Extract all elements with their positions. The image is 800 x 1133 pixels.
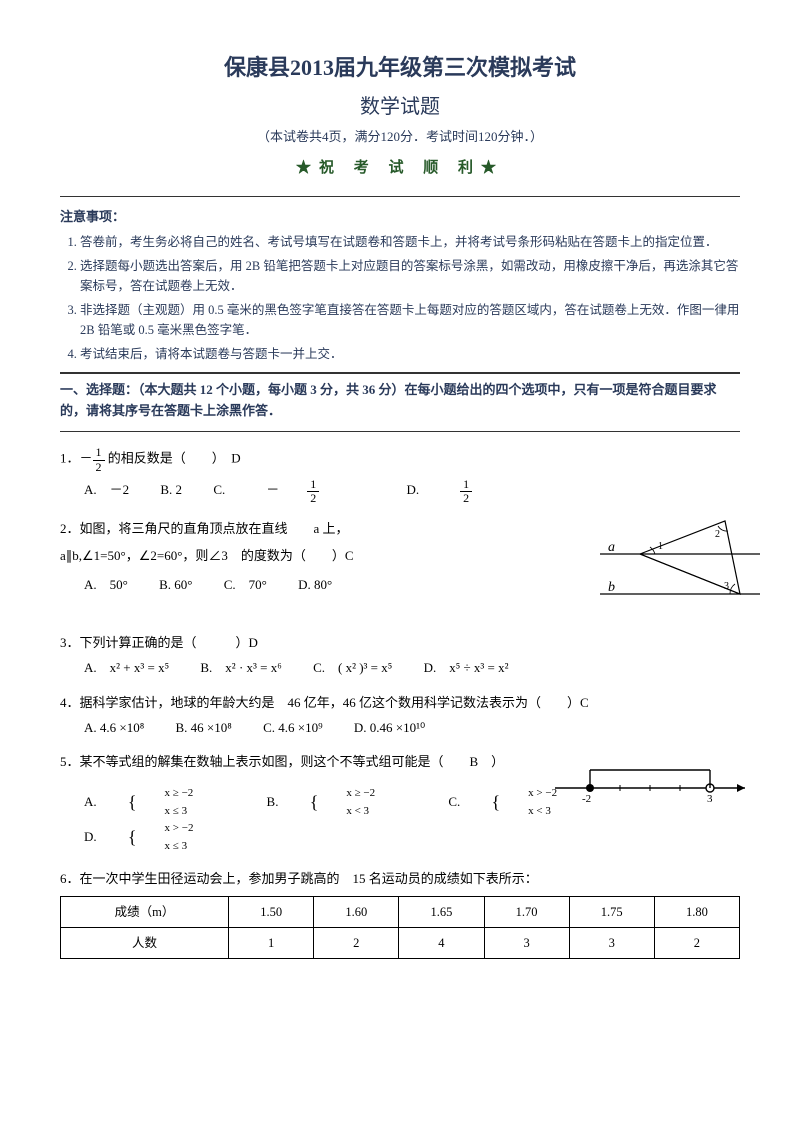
opt-c: C. ( x² )³ = x⁵ xyxy=(313,658,392,679)
notice-item: 答卷前，考生务必将自己的姓名、考试号填写在试题卷和答题卡上，并将考试号条形码粘贴… xyxy=(80,232,740,252)
opt-b: B. 2 xyxy=(160,480,182,501)
q3-text: 3．下列计算正确的是（ ）D xyxy=(60,633,740,654)
exam-info: （本试卷共4页，满分120分．考试时间120分钟．） xyxy=(60,127,740,148)
notice-item: 非选择题（主观题）用 0.5 毫米的黑色签字笔直接答在答题卡上每题对应的答题区域… xyxy=(80,300,740,340)
triangle-figure: a b 1 2 3 xyxy=(600,509,770,619)
opt-d: D. {x > −2x ≤ 3 xyxy=(84,820,249,855)
q1-text-b: 的相反数是（ ） D xyxy=(105,451,241,466)
table-cell: 1.75 xyxy=(569,897,654,928)
frac-num: 1 xyxy=(93,446,105,460)
table-cell: 1.80 xyxy=(654,897,739,928)
q1-text: 1．－ xyxy=(60,451,93,466)
table-cell: 1.50 xyxy=(229,897,314,928)
opt-a: A. －2 xyxy=(84,480,129,501)
page-subtitle: 数学试题 xyxy=(60,91,740,123)
table-cell: 2 xyxy=(314,928,399,959)
angle-2: 2 xyxy=(715,529,720,540)
question-6: 6．在一次中学生田径运动会上，参加男子跳高的 15 名运动员的成绩如下表所示： … xyxy=(60,869,740,959)
frac-den: 2 xyxy=(93,461,105,474)
opt-b: B. 46 ×10⁸ xyxy=(176,718,232,739)
table-cell: 1.70 xyxy=(484,897,569,928)
notice-block: 注意事项： 答卷前，考生务必将自己的姓名、考试号填写在试题卷和答题卡上，并将考试… xyxy=(60,207,740,364)
table-cell: 1.65 xyxy=(399,897,484,928)
question-3: 3．下列计算正确的是（ ）D A. x² + x³ = x⁵ B. x² · x… xyxy=(60,633,740,679)
wish-line: ★祝 考 试 顺 利★ xyxy=(60,156,740,180)
notice-item: 选择题每小题选出答案后，用 2B 铅笔把答题卡上对应题目的答案标号涂黑，如需改动… xyxy=(80,256,740,296)
q6-text: 6．在一次中学生田径运动会上，参加男子跳高的 15 名运动员的成绩如下表所示： xyxy=(60,869,740,890)
angle-3: 3 xyxy=(724,581,729,592)
opt-b: B. 60° xyxy=(159,575,192,596)
q4-options: A. 4.6 ×10⁸ B. 46 ×10⁸ C. 4.6 ×10⁹ D. 0.… xyxy=(84,718,740,739)
table-cell: 3 xyxy=(484,928,569,959)
divider xyxy=(60,196,740,197)
table-cell: 1.60 xyxy=(314,897,399,928)
section-1-heading: 一、选择题：（本大题共 12 个小题，每小题 3 分，共 36 分）在每小题给出… xyxy=(60,380,740,422)
table-cell: 1 xyxy=(229,928,314,959)
angle-1: 1 xyxy=(658,541,663,552)
table-cell: 2 xyxy=(654,928,739,959)
opt-c: C. 70° xyxy=(224,575,267,596)
question-1: 1．－12 的相反数是（ ） D A. －2 B. 2 C. －12 D. 12 xyxy=(60,446,740,505)
notice-heading: 注意事项： xyxy=(60,207,740,228)
q3-options: A. x² + x³ = x⁵ B. x² · x³ = x⁶ C. ( x² … xyxy=(84,658,740,679)
page-title: 保康县2013届九年级第三次模拟考试 xyxy=(60,50,740,85)
opt-d: D. 0.46 ×10¹⁰ xyxy=(354,718,425,739)
label-a: a xyxy=(608,540,615,555)
q6-table: 成绩（m） 1.50 1.60 1.65 1.70 1.75 1.80 人数 1… xyxy=(60,896,740,959)
opt-d: D. 80° xyxy=(298,575,332,596)
notice-item: 考试结束后，请将本试题卷与答题卡一并上交． xyxy=(80,344,740,364)
table-cell: 4 xyxy=(399,928,484,959)
opt-a: A. x² + x³ = x⁵ xyxy=(84,658,169,679)
table-cell: 成绩（m） xyxy=(61,897,229,928)
opt-d: D. x⁵ ÷ x³ = x² xyxy=(424,658,509,679)
divider-thick xyxy=(60,372,740,374)
question-4: 4．据科学家估计，地球的年龄大约是 46 亿年，46 亿这个数用科学记数法表示为… xyxy=(60,693,740,739)
q1-options: A. －2 B. 2 C. －12 D. 12 xyxy=(84,478,740,505)
number-line-figure: -2 3 xyxy=(550,758,760,808)
q4-text: 4．据科学家估计，地球的年龄大约是 46 亿年，46 亿这个数用科学记数法表示为… xyxy=(60,693,740,714)
divider xyxy=(60,431,740,432)
opt-a: A. 4.6 ×10⁸ xyxy=(84,718,144,739)
opt-d: D. 12 xyxy=(407,478,529,505)
question-2: 2．如图，将三角尺的直角顶点放在直线 a 上， a∥b,∠1=50°，∠2=60… xyxy=(60,519,740,619)
table-cell: 人数 xyxy=(61,928,229,959)
opt-c: C. 4.6 ×10⁹ xyxy=(263,718,323,739)
numline-right: 3 xyxy=(707,793,713,805)
numline-left: -2 xyxy=(582,793,591,805)
opt-a: A. 50° xyxy=(84,575,128,596)
opt-b: B. {x ≥ −2x < 3 xyxy=(267,785,432,820)
table-cell: 3 xyxy=(569,928,654,959)
question-5: 5．某不等式组的解集在数轴上表示如图，则这个不等式组可能是（ B ） A. {x… xyxy=(60,752,740,855)
opt-a: A. {x ≥ −2x ≤ 3 xyxy=(84,785,249,820)
opt-b: B. x² · x³ = x⁶ xyxy=(200,658,281,679)
label-b: b xyxy=(608,580,615,595)
opt-c: C. －12 xyxy=(213,478,375,505)
